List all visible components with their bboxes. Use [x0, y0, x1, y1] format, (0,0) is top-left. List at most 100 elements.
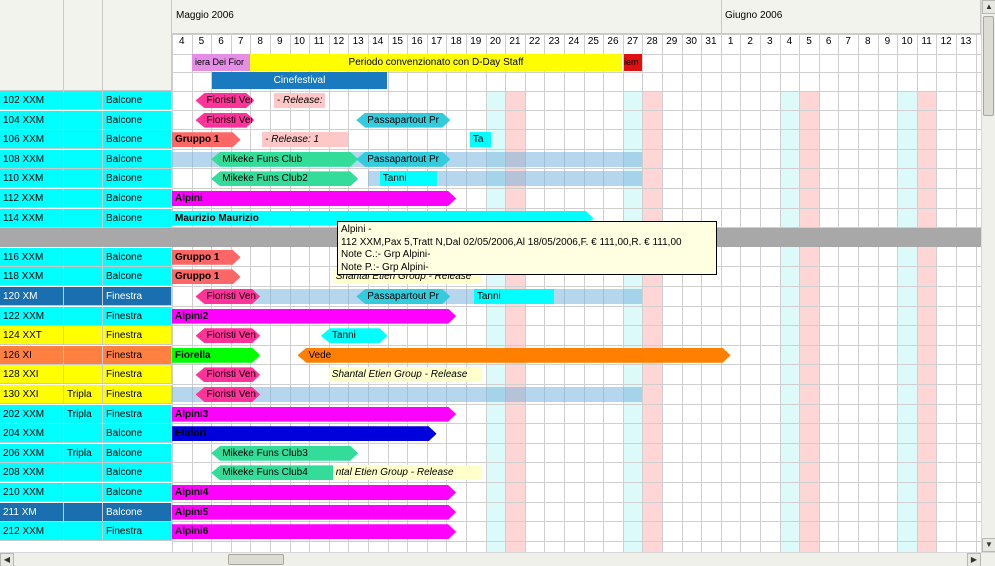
scroll-right-icon[interactable]: ▶ — [967, 553, 981, 566]
room-number-cell[interactable]: 122 XXM — [0, 306, 64, 326]
booking-bar[interactable]: Mikeke Funs Club4 — [211, 465, 358, 480]
room-type-cell[interactable] — [64, 306, 103, 326]
booking-bar[interactable]: Gruppo 1 — [172, 132, 241, 147]
booking-bar[interactable]: Gruppo 1 — [172, 250, 241, 265]
event-red[interactable]: iem — [624, 54, 642, 71]
room-type-cell[interactable] — [64, 208, 103, 228]
room-view-cell[interactable]: Balcone — [103, 91, 172, 110]
booking-bar[interactable]: Fioristi Ven — [196, 367, 261, 382]
booking-bar[interactable]: Alpini4 — [172, 485, 456, 500]
room-view-cell[interactable]: Balcone — [103, 208, 172, 228]
room-type-cell[interactable] — [64, 91, 103, 110]
room-type-cell[interactable] — [64, 130, 103, 150]
booking-bar[interactable]: Fiorella — [172, 348, 260, 363]
booking-bar[interactable]: Mikeke Funs Club — [211, 152, 358, 167]
room-view-cell[interactable]: Finestra — [103, 287, 172, 306]
room-view-cell[interactable]: Finestra — [103, 326, 172, 346]
booking-bar[interactable]: Alpini5 — [172, 505, 456, 520]
booking-bar[interactable]: Shantal Etien Group - Release — [328, 367, 482, 383]
scroll-left-icon[interactable]: ◀ — [0, 553, 14, 566]
room-number-cell[interactable]: 116 XXM — [0, 247, 64, 267]
room-type-cell[interactable] — [64, 345, 103, 365]
room-number-cell[interactable]: 118 XXM — [0, 267, 64, 287]
room-number-cell[interactable]: 206 XXM — [0, 443, 64, 463]
room-view-cell[interactable]: Balcone — [103, 189, 172, 208]
room-view-cell[interactable]: Balcone — [103, 502, 172, 522]
booking-bar[interactable]: Tanni — [321, 328, 388, 343]
room-view-cell[interactable]: Finestra — [103, 345, 172, 365]
room-number-cell[interactable]: 208 XXM — [0, 463, 64, 483]
scroll-down-icon[interactable]: ▼ — [982, 538, 995, 552]
room-view-cell[interactable]: Balcone — [103, 110, 172, 130]
room-type-cell[interactable] — [64, 110, 103, 130]
room-view-cell[interactable]: Balcone — [103, 130, 172, 150]
room-view-cell[interactable]: Finestra — [103, 404, 172, 424]
room-number-cell[interactable]: 104 XXM — [0, 110, 64, 130]
event-fiera[interactable]: iera Dei Fior — [192, 54, 250, 71]
booking-bar[interactable]: Mikeke Funs Club2 — [211, 171, 358, 186]
room-view-cell[interactable]: Finestra — [103, 306, 172, 326]
room-view-cell[interactable]: Finestra — [103, 522, 172, 542]
booking-bar[interactable]: Vede — [297, 348, 730, 363]
room-number-cell[interactable]: 211 XM — [0, 502, 64, 522]
booking-bar[interactable]: ntal Etien Group - Release — [332, 465, 482, 481]
room-view-cell[interactable]: Finestra — [103, 385, 172, 404]
room-type-cell[interactable]: Tripla — [64, 443, 103, 463]
booking-bar[interactable]: Ta — [469, 132, 492, 148]
event-periodo[interactable]: Periodo convenzionato con D-Day Staff — [250, 54, 622, 71]
room-number-cell[interactable]: 130 XXI — [0, 385, 64, 404]
room-view-cell[interactable]: Balcone — [103, 267, 172, 287]
vertical-scroll-thumb[interactable] — [983, 16, 994, 116]
booking-bar[interactable]: Tanni — [379, 171, 437, 187]
room-type-cell[interactable] — [64, 169, 103, 189]
booking-bar[interactable]: - Release: 1 — [262, 132, 349, 148]
room-number-cell[interactable]: 108 XXM — [0, 149, 64, 169]
room-number-cell[interactable]: 120 XM — [0, 287, 64, 306]
room-type-cell[interactable] — [64, 365, 103, 385]
booking-bar[interactable]: Fioristi Ven — [196, 289, 261, 304]
room-number-cell[interactable]: 128 XXI — [0, 365, 64, 385]
room-type-cell[interactable] — [64, 326, 103, 346]
room-number-cell[interactable]: 202 XXM — [0, 404, 64, 424]
room-number-cell[interactable]: 112 XXM — [0, 189, 64, 208]
room-number-cell[interactable]: 114 XXM — [0, 208, 64, 228]
room-number-cell[interactable]: 106 XXM — [0, 130, 64, 150]
booking-bar[interactable]: Alpini3 — [172, 407, 456, 422]
booking-bar[interactable]: Fioristi Ven — [196, 93, 255, 108]
booking-bar[interactable]: - Release: 1 — [273, 93, 325, 108]
room-view-cell[interactable]: Balcone — [103, 443, 172, 463]
booking-bar[interactable]: Alpini2 — [172, 309, 456, 324]
room-type-cell[interactable]: Tripla — [64, 404, 103, 424]
booking-bar[interactable]: Alpini6 — [172, 524, 456, 539]
room-number-cell[interactable]: 210 XXM — [0, 483, 64, 502]
booking-bar[interactable]: Passapartout Pr — [356, 152, 450, 167]
room-type-cell[interactable] — [64, 247, 103, 267]
booking-bar[interactable]: Gruppo 1 — [172, 269, 241, 284]
room-type-cell[interactable] — [64, 287, 103, 306]
event-cinefestival[interactable]: Cinefestival — [212, 72, 387, 89]
room-view-cell[interactable]: Balcone — [103, 424, 172, 444]
room-number-cell[interactable]: 204 XXM — [0, 424, 64, 444]
booking-bar[interactable]: Alpini — [172, 191, 456, 206]
horizontal-scrollbar[interactable]: ◀ ▶ — [0, 552, 995, 566]
room-type-cell[interactable] — [64, 149, 103, 169]
room-number-cell[interactable]: 212 XXM — [0, 522, 64, 542]
scroll-up-icon[interactable]: ▲ — [982, 0, 995, 14]
room-number-cell[interactable]: 126 XI — [0, 345, 64, 365]
booking-bar[interactable]: Elidori — [172, 426, 437, 441]
room-type-cell[interactable] — [64, 522, 103, 542]
room-type-cell[interactable] — [64, 189, 103, 208]
horizontal-scroll-thumb[interactable] — [228, 554, 284, 565]
booking-bar[interactable]: Passapartout Pr — [356, 113, 450, 128]
booking-bar[interactable]: Mikeke Funs Club3 — [211, 446, 358, 461]
room-type-cell[interactable] — [64, 267, 103, 287]
room-type-cell[interactable] — [64, 483, 103, 502]
room-number-cell[interactable]: 110 XXM — [0, 169, 64, 189]
room-type-cell[interactable] — [64, 463, 103, 483]
room-view-cell[interactable]: Balcone — [103, 483, 172, 502]
vertical-scrollbar[interactable]: ▲ ▼ — [981, 0, 995, 552]
room-type-cell[interactable] — [64, 502, 103, 522]
room-number-cell[interactable]: 124 XXT — [0, 326, 64, 346]
room-view-cell[interactable]: Balcone — [103, 247, 172, 267]
room-view-cell[interactable]: Finestra — [103, 365, 172, 385]
